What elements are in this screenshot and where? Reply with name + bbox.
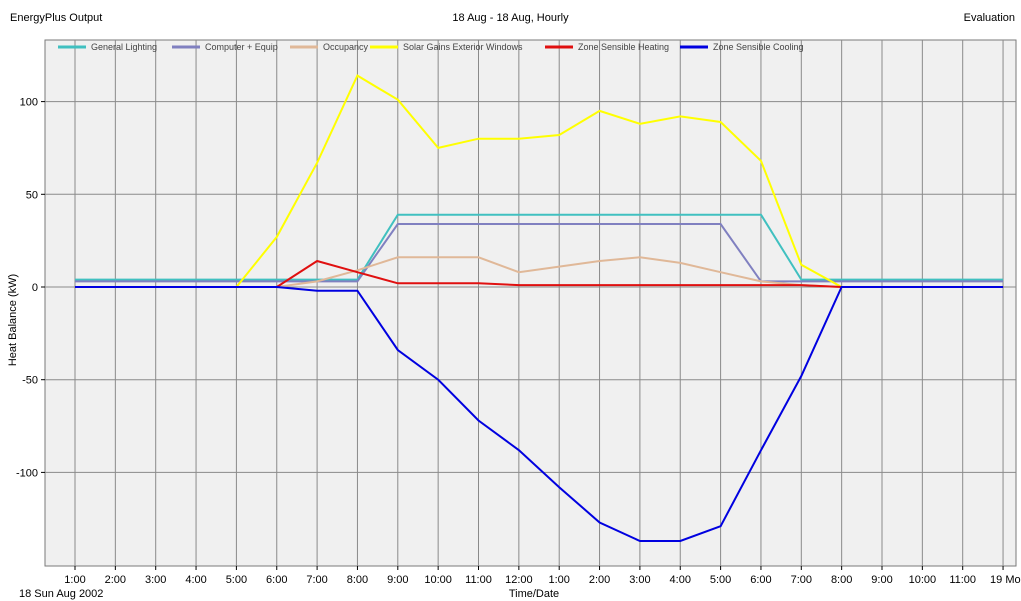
x-tick-label: 10:00 [909, 574, 937, 586]
date-range-title: 18 Aug - 18 Aug, Hourly [452, 12, 569, 24]
series-line [75, 213, 1004, 281]
x-tick-label: 1:00 [548, 574, 569, 586]
x-tick-label: 9:00 [871, 574, 892, 586]
x-tick-label: 3:00 [629, 574, 650, 586]
evaluation-label: Evaluation [963, 12, 1015, 24]
series-line [75, 223, 1004, 283]
y-axis-title: Heat Balance (kW) [7, 274, 19, 366]
x-tick-label: 19 Mon [990, 574, 1021, 586]
y-tick-label: 50 [26, 189, 38, 201]
x-tick-label: 12:00 [505, 574, 533, 586]
legend-label: Zone Sensible Cooling [713, 42, 804, 52]
x-tick-label: 8:00 [347, 574, 368, 586]
y-tick-label: 0 [32, 282, 38, 294]
x-axis-ticks: 1:00 2:00 3:00 4:00 5:00 6:00 7:00 8:00 9:00 10:0… [64, 566, 1021, 586]
y-tick-label: -100 [16, 467, 38, 479]
x-axis-title: Time/Date [509, 588, 559, 600]
legend-label: Zone Sensible Heating [578, 42, 669, 52]
x-tick-label: 5:00 [710, 574, 731, 586]
x-tick-label: 9:00 [387, 574, 408, 586]
grid [45, 40, 1016, 566]
x-tick-label: 11:00 [465, 574, 492, 586]
x-tick-label: 3:00 [145, 574, 166, 586]
x-tick-label: 4:00 [185, 574, 206, 586]
x-tick-label: 10:00 [424, 574, 452, 586]
series-line [75, 286, 1004, 542]
y-axis-ticks: 100 50 0 -50 -100 [16, 97, 45, 479]
x-tick-label: 2:00 [105, 574, 126, 586]
x-tick-label: 4:00 [670, 574, 691, 586]
x-tick-label: 8:00 [831, 574, 852, 586]
x-tick-label: 6:00 [750, 574, 771, 586]
legend-label: Computer + Equip [205, 42, 278, 52]
x-tick-label: 6:00 [266, 574, 287, 586]
x-tick-label: 7:00 [306, 574, 327, 586]
y-tick-label: 100 [20, 97, 38, 109]
x-tick-label: 5:00 [226, 574, 247, 586]
x-tick-label: 11:00 [949, 574, 976, 586]
x-tick-label: 7:00 [791, 574, 812, 586]
plot-area [44, 39, 1017, 567]
y-tick-label: -50 [22, 375, 38, 387]
window-title: EnergyPlus Output [10, 12, 103, 24]
legend: General Lighting Computer + Equip Occupanc… [58, 42, 804, 52]
legend-label: General Lighting [91, 42, 157, 52]
legend-label: Solar Gains Exterior Windows [403, 42, 523, 52]
legend-label: Occupancy [323, 42, 369, 52]
series-lines [75, 74, 1004, 542]
date-label: 18 Sun Aug 2002 [19, 588, 103, 600]
x-tick-label: 1:00 [64, 574, 85, 586]
x-tick-label: 2:00 [589, 574, 610, 586]
